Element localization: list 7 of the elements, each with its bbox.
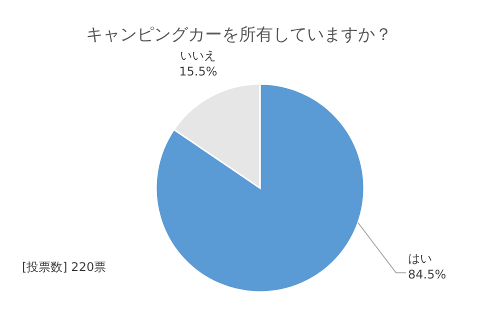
chart-title: キャンピングカーを所有していますか？ bbox=[86, 25, 392, 45]
data-label: 15.5% bbox=[179, 64, 218, 78]
pie-slice bbox=[155, 83, 365, 293]
slice-label: はい bbox=[408, 252, 432, 266]
data-label: 84.5% bbox=[408, 268, 446, 282]
text: [投票数] 220票 bbox=[22, 260, 106, 274]
slice-label: いいえ bbox=[180, 48, 216, 62]
